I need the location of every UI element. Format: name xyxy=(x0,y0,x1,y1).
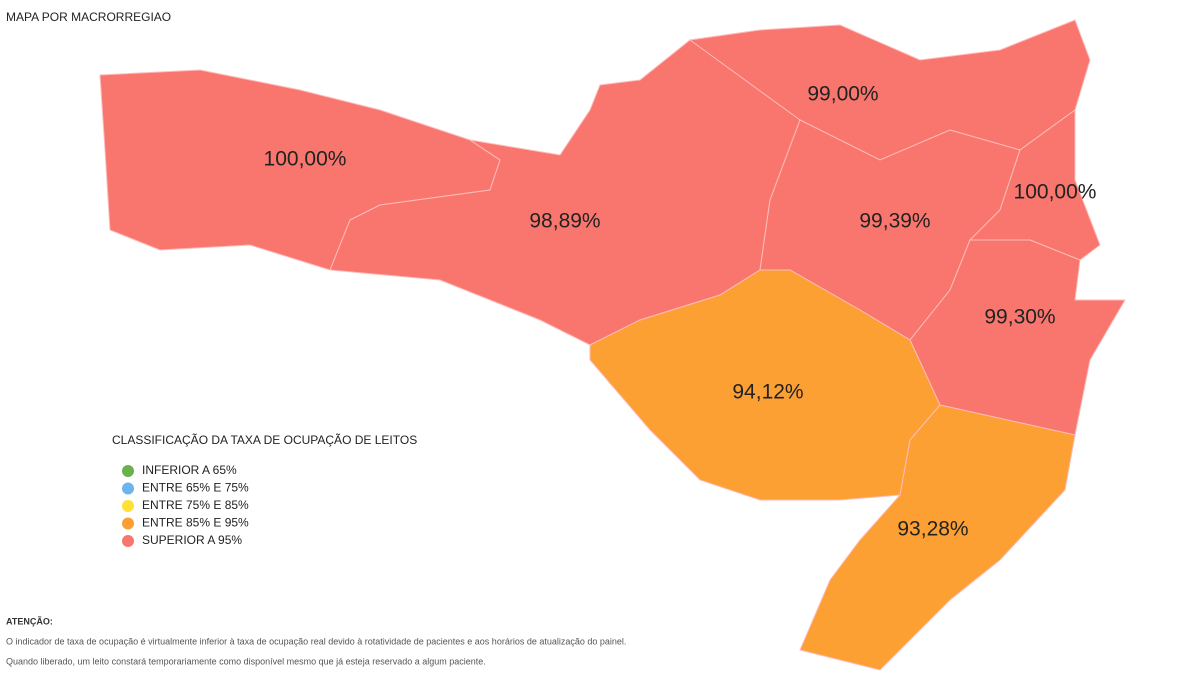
legend-swatch xyxy=(122,465,134,477)
legend-label: INFERIOR A 65% xyxy=(142,463,237,477)
region-label: 98,89% xyxy=(529,210,600,233)
region-label: 99,00% xyxy=(807,83,878,106)
legend-label: ENTRE 85% E 95% xyxy=(142,516,249,530)
legend-swatch xyxy=(122,517,134,530)
region xyxy=(909,239,1126,436)
legend-swatch xyxy=(122,500,134,512)
map-title: MAPA POR MACRORREGIAO xyxy=(6,10,171,24)
region-label: 94,12% xyxy=(732,381,803,404)
region xyxy=(799,404,1076,671)
legend-label: SUPERIOR A 95% xyxy=(142,533,242,547)
legend-title: CLASSIFICAÇÃO DA TAXA DE OCUPAÇÃO DE LEI… xyxy=(112,433,417,447)
note-line: O indicador de taxa de ocupação é virtua… xyxy=(6,636,626,646)
region-label: 100,00% xyxy=(1014,181,1097,204)
legend-swatch xyxy=(122,535,134,547)
note-line: Quando liberado, um leito constará tempo… xyxy=(6,656,486,666)
note-title: ATENÇÃO: xyxy=(6,616,53,626)
region-label: 99,39% xyxy=(859,210,930,233)
region-label: 93,28% xyxy=(897,518,968,541)
region-label: 100,00% xyxy=(264,148,347,171)
legend-label: ENTRE 75% E 85% xyxy=(142,498,249,512)
legend-swatch xyxy=(122,482,134,495)
legend-label: ENTRE 65% E 75% xyxy=(142,481,249,495)
region-label: 99,30% xyxy=(984,306,1055,329)
